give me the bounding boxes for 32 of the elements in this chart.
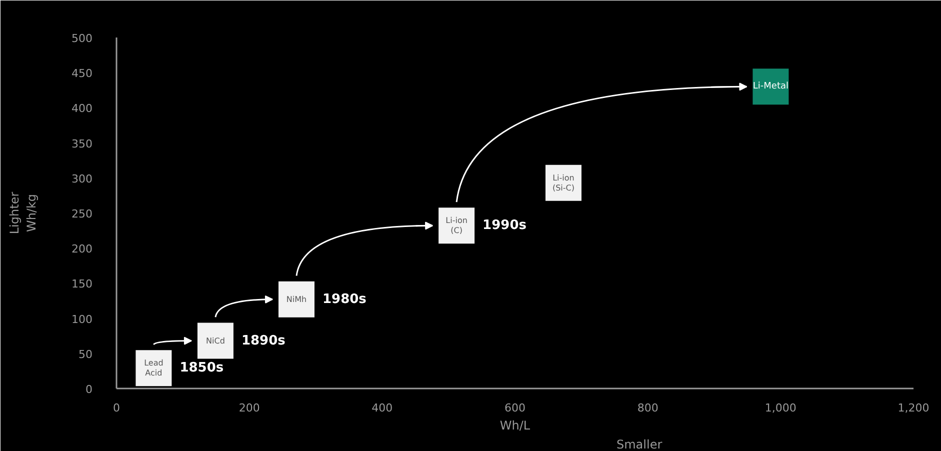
- x-tick-label: 0: [113, 402, 120, 414]
- y-tick-label: 200: [72, 242, 93, 256]
- y-tick-label: 450: [72, 67, 93, 80]
- y-tick-label: 400: [72, 102, 93, 116]
- y-tick-label: 350: [72, 137, 93, 150]
- x-tick-label: 1,200: [898, 402, 930, 414]
- x-tick-label: 600: [504, 402, 526, 414]
- annotation: Li-ion (C): [446, 216, 468, 236]
- annotation: 1850s: [180, 360, 224, 376]
- x-tick-label: 1,000: [764, 402, 796, 414]
- text: Lighter: [8, 192, 22, 234]
- y-tick-label: 300: [72, 172, 93, 186]
- y-tick-label: 0: [86, 383, 92, 396]
- annotation: 1980s: [322, 292, 367, 307]
- y-tick-label: 150: [72, 278, 93, 291]
- x-tick-label: 400: [372, 402, 393, 414]
- annotation: 1990s: [482, 218, 527, 234]
- annotation: NiCd: [206, 336, 225, 346]
- annotation: Li-Metal: [752, 82, 789, 92]
- annotation: NiMh: [286, 294, 307, 304]
- annotation: 1890s: [241, 333, 286, 348]
- y-tick-label: 100: [72, 312, 93, 326]
- x-axis-title: Wh/L: [500, 418, 530, 432]
- x-tick-label: 200: [238, 402, 260, 414]
- y-tick-label: 50: [78, 348, 93, 361]
- x-tick-label: 800: [637, 402, 658, 414]
- annotation: Lead Acid: [144, 358, 164, 378]
- y-tick-label: 250: [72, 208, 93, 220]
- y-axis-title: Wh/kg: [24, 194, 39, 232]
- y-tick-label: 500: [72, 32, 93, 45]
- annotation: Li-ion (Si-C): [552, 173, 574, 192]
- text: Smaller: [616, 438, 662, 451]
